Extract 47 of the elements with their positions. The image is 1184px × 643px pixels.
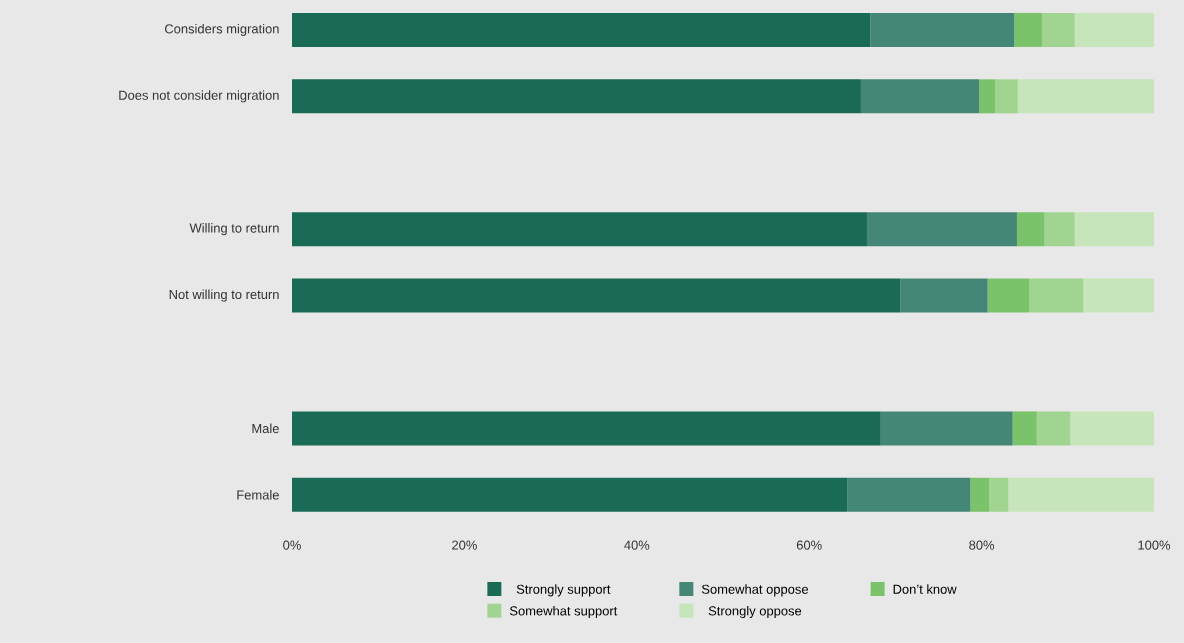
bar	[1012, 411, 1037, 446]
legend-label: Somewhat support	[509, 605, 618, 619]
bar	[866, 212, 1017, 247]
bar	[1017, 79, 1155, 114]
bar	[970, 477, 990, 512]
bar	[292, 411, 881, 446]
legend-label: Somewhat oppose	[701, 584, 808, 597]
y-tick-label: Female	[237, 490, 279, 500]
bar	[1083, 278, 1155, 313]
y-tick-label: Male	[252, 423, 279, 434]
y-tick-label: Does not consider migration	[119, 90, 279, 103]
bar	[880, 411, 1013, 446]
x-tick-label: 80%	[969, 540, 995, 550]
bar	[292, 212, 867, 247]
bar	[995, 79, 1018, 114]
bar	[292, 79, 861, 114]
bar	[847, 477, 971, 512]
x-tick-label: 40%	[624, 540, 650, 550]
bar	[292, 477, 848, 512]
bar	[1014, 12, 1042, 47]
bar	[900, 278, 988, 313]
bar	[870, 12, 1015, 47]
bar	[1074, 212, 1155, 247]
x-tick-label: 0%	[283, 540, 301, 550]
bar	[979, 79, 996, 114]
bar	[1070, 411, 1155, 446]
bar	[860, 79, 980, 114]
bar	[1041, 12, 1075, 47]
bar	[1036, 411, 1071, 446]
legend-label: Strongly oppose	[708, 605, 802, 619]
bar	[989, 477, 1009, 512]
legend-label: Don’t know	[893, 584, 957, 594]
bar	[1016, 212, 1045, 247]
bar	[1029, 278, 1084, 313]
bar	[1074, 12, 1155, 47]
legend-label: Strongly support	[516, 584, 611, 597]
x-tick-label: 20%	[452, 540, 477, 550]
y-tick-label: Not willing to return	[169, 289, 279, 302]
bar	[292, 278, 901, 313]
bar	[987, 278, 1030, 313]
bar	[292, 12, 871, 47]
x-tick-label: 100%	[1138, 540, 1171, 550]
x-tick-label: 60%	[796, 540, 822, 550]
bar	[1008, 477, 1155, 512]
y-tick-label: Considers migration	[164, 23, 279, 36]
y-tick-label: Willing to return	[189, 223, 279, 236]
bar	[1044, 212, 1075, 247]
